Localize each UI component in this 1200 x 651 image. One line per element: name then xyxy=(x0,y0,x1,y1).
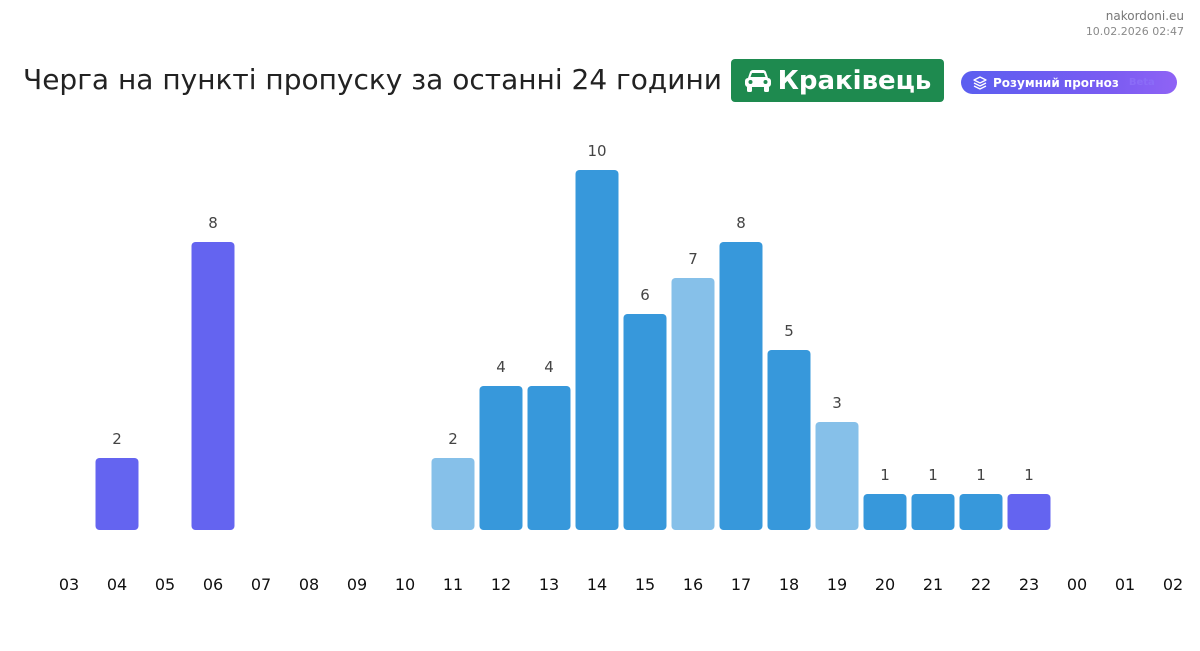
x-tick-label: 11 xyxy=(443,575,463,594)
bar-value-label: 3 xyxy=(832,394,842,412)
x-tick-label: 19 xyxy=(827,575,847,594)
x-tick-label: 10 xyxy=(395,575,415,594)
x-tick-label: 21 xyxy=(923,575,943,594)
bar[interactable] xyxy=(431,458,475,530)
x-tick-label: 02 xyxy=(1163,575,1183,594)
bar[interactable] xyxy=(719,242,763,530)
layers-icon xyxy=(973,75,987,90)
bar-value-label: 1 xyxy=(880,466,890,484)
smart-forecast-button[interactable]: Розумний прогноз Beta xyxy=(961,71,1177,94)
x-tick-label: 05 xyxy=(155,575,175,594)
watermark-timestamp: 10.02.2026 02:47 xyxy=(1085,25,1184,38)
x-tick-label: 15 xyxy=(635,575,655,594)
x-tick-label: 16 xyxy=(683,575,703,594)
bar-value-label: 2 xyxy=(112,430,122,448)
bar[interactable] xyxy=(815,422,859,530)
x-tick-label: 07 xyxy=(251,575,271,594)
x-tick-label: 13 xyxy=(539,575,559,594)
x-tick-label: 22 xyxy=(971,575,991,594)
x-tick-label: 09 xyxy=(347,575,367,594)
bar[interactable] xyxy=(767,350,811,530)
bar[interactable] xyxy=(191,242,235,530)
x-tick-label: 14 xyxy=(587,575,607,594)
bar[interactable] xyxy=(959,494,1003,530)
bar-value-label: 6 xyxy=(640,286,650,304)
bar-value-label: 1 xyxy=(1024,466,1034,484)
page-title: Черга на пункті пропуску за останні 24 г… xyxy=(23,63,722,96)
car-icon xyxy=(744,69,771,92)
bar[interactable] xyxy=(1007,494,1051,530)
bar-value-label: 2 xyxy=(448,430,458,448)
bar-value-label: 4 xyxy=(496,358,506,376)
smart-forecast-label: Розумний прогноз xyxy=(993,75,1119,90)
checkpoint-badge: Краківець xyxy=(731,59,944,102)
checkpoint-name: Краківець xyxy=(777,65,932,96)
x-tick-label: 04 xyxy=(107,575,127,594)
x-tick-label: 17 xyxy=(731,575,751,594)
bar-value-label: 1 xyxy=(928,466,938,484)
bar[interactable] xyxy=(863,494,907,530)
x-tick-label: 18 xyxy=(779,575,799,594)
x-tick-label: 00 xyxy=(1067,575,1087,594)
bar-value-label: 4 xyxy=(544,358,554,376)
x-tick-label: 03 xyxy=(59,575,79,594)
x-tick-label: 08 xyxy=(299,575,319,594)
bar[interactable] xyxy=(623,314,667,530)
watermark-site: nakordoni.eu xyxy=(1105,9,1184,23)
bar[interactable] xyxy=(575,170,619,530)
bar[interactable] xyxy=(479,386,523,530)
bar[interactable] xyxy=(527,386,571,530)
bar-value-label: 5 xyxy=(784,322,794,340)
bar-value-label: 8 xyxy=(208,214,218,232)
bar-value-label: 7 xyxy=(688,250,698,268)
bar-value-label: 8 xyxy=(736,214,746,232)
bar[interactable] xyxy=(911,494,955,530)
bar-value-label: 1 xyxy=(976,466,986,484)
x-tick-label: 01 xyxy=(1115,575,1135,594)
x-tick-label: 12 xyxy=(491,575,511,594)
smart-forecast-tag: Beta xyxy=(1128,77,1155,88)
bar[interactable] xyxy=(95,458,139,530)
bar[interactable] xyxy=(671,278,715,530)
x-tick-label: 20 xyxy=(875,575,895,594)
watermark: nakordoni.eu 10.02.2026 02:47 xyxy=(1086,9,1184,39)
bar-value-label: 10 xyxy=(587,142,606,160)
x-tick-label: 23 xyxy=(1019,575,1039,594)
x-tick-label: 06 xyxy=(203,575,223,594)
